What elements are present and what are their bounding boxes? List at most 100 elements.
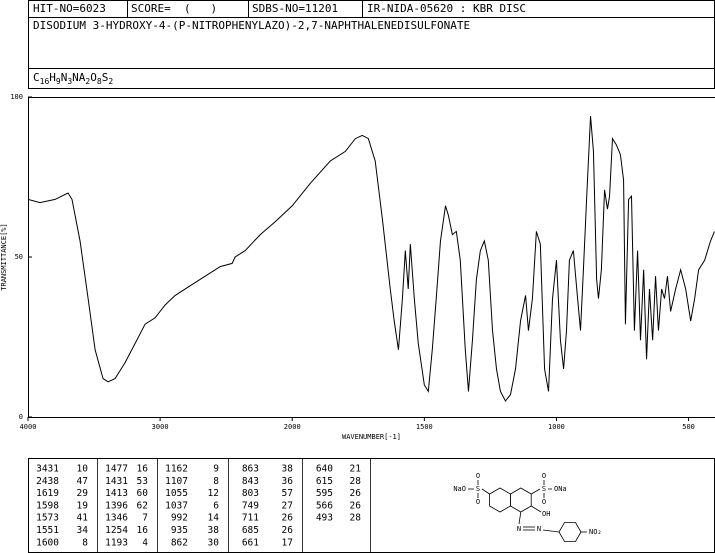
ring	[489, 487, 511, 513]
structure: NaO S O O S O O ONa OH N N NO₂	[453, 472, 602, 542]
formula-subscript: 9	[56, 77, 61, 86]
formula-element: N	[61, 71, 68, 84]
bond	[481, 488, 490, 495]
peak-wavenumber: 640	[316, 464, 333, 475]
y-axis-label: TRANSMITTANCE[%]	[0, 223, 8, 290]
atom-label: O	[476, 472, 480, 480]
peak-wavenumber: 595	[316, 488, 333, 499]
atom-label: NaO	[453, 485, 466, 493]
formula-element: O	[90, 71, 97, 84]
peak-transmittance: 62	[137, 500, 148, 511]
peak-wavenumber: 803	[242, 488, 259, 499]
hit-no: HIT-NO=6023	[33, 2, 106, 15]
peak-wavenumber: 1431	[105, 476, 128, 487]
atom-label: N	[517, 525, 521, 533]
peak-wavenumber: 1477	[105, 464, 128, 475]
peak-transmittance: 9	[213, 464, 219, 475]
peak-wavenumber: 711	[242, 513, 259, 524]
peak-transmittance: 16	[137, 464, 149, 475]
peak-wavenumber: 2438	[36, 476, 59, 487]
formula-subscript: 3	[67, 77, 72, 86]
peak-wavenumber: 749	[242, 500, 259, 511]
peak-wavenumber: 1413	[105, 488, 128, 499]
ir-info: IR-NIDA-05620 : KBR DISC	[367, 2, 526, 15]
peak-wavenumber: 1162	[165, 464, 188, 475]
bond	[530, 505, 542, 513]
x-tick-label: 2000	[284, 423, 301, 431]
peak-wavenumber: 935	[171, 525, 188, 536]
x-axis-label: WAVENUMBER[-1]	[342, 433, 401, 441]
peak-wavenumber: 615	[316, 476, 333, 487]
bond	[531, 488, 541, 495]
peak-wavenumber: 1598	[36, 500, 59, 511]
y-tick-label: 100	[10, 93, 23, 101]
peak-transmittance: 41	[77, 513, 89, 524]
x-tick-label: 3000	[152, 423, 169, 431]
atom-label: NO₂	[589, 528, 602, 536]
sdbs-no: SDBS-NO=11201	[252, 2, 338, 15]
peak-wavenumber: 1346	[105, 513, 128, 524]
x-tick-label: 500	[682, 423, 695, 431]
peak-transmittance: 47	[77, 476, 88, 487]
peak-wavenumber: 863	[242, 464, 259, 475]
y-tick-label: 0	[19, 413, 23, 421]
peak-wavenumber: 1254	[105, 525, 128, 536]
peak-wavenumber: 1055	[165, 488, 188, 499]
compound-name: DISODIUM 3-HYDROXY-4-(P-NITROPHENYLAZO)-…	[33, 19, 470, 32]
peak-transmittance: 10	[77, 464, 89, 475]
peak-wavenumber: 1600	[36, 537, 59, 548]
formula-element: NA	[72, 71, 86, 84]
bond	[542, 529, 560, 533]
bond	[518, 511, 522, 525]
ring	[558, 522, 582, 542]
peak-wavenumber: 1573	[36, 513, 59, 524]
peak-transmittance: 7	[142, 513, 148, 524]
peak-transmittance: 29	[77, 488, 89, 499]
atom-label: O	[476, 498, 480, 506]
header: HIT-NO=6023 SCORE= ( ) SDBS-NO=11201 IR-…	[28, 0, 715, 89]
peak-transmittance: 6	[213, 500, 219, 511]
peak-transmittance: 26	[282, 513, 294, 524]
peak-wavenumber: 493	[316, 513, 333, 524]
peak-wavenumber: 1619	[36, 488, 59, 499]
peak-transmittance: 4	[142, 537, 148, 548]
atom-label: ONa	[554, 485, 567, 493]
peak-transmittance: 8	[82, 537, 88, 548]
x-tick-label: 1500	[416, 423, 433, 431]
peak-transmittance: 26	[350, 488, 362, 499]
formula-subscript: 2	[85, 77, 90, 86]
peak-transmittance: 36	[282, 476, 294, 487]
peak-transmittance: 21	[350, 464, 362, 475]
formula: C16H9N3NA2O8S2	[33, 71, 113, 86]
peak-transmittance: 19	[77, 500, 89, 511]
peak-wavenumber: 843	[242, 476, 259, 487]
peak-transmittance: 38	[282, 464, 294, 475]
formula-subscript: 8	[97, 77, 102, 86]
peak-wavenumber: 862	[171, 537, 188, 548]
formula-element: S	[102, 71, 109, 84]
peak-wavenumber: 1551	[36, 525, 59, 536]
peak-wavenumber: 685	[242, 525, 259, 536]
formula-box	[28, 68, 715, 89]
atom-label: S	[476, 485, 480, 493]
atom-label: N	[537, 525, 541, 533]
ring	[509, 487, 532, 513]
formula-subscript: 16	[40, 77, 50, 86]
peak-transmittance: 27	[282, 500, 293, 511]
formula-subscript: 2	[108, 77, 113, 86]
peak-transmittance: 30	[208, 537, 220, 548]
score: SCORE= ( )	[131, 2, 217, 15]
peak-transmittance: 60	[137, 488, 149, 499]
x-tick-label: 4000	[20, 423, 37, 431]
peak-wavenumber: 1037	[165, 500, 188, 511]
atom-label: O	[542, 472, 546, 480]
peak-transmittance: 34	[77, 525, 89, 536]
peak-transmittance: 26	[350, 500, 362, 511]
peak-wavenumber: 992	[171, 513, 188, 524]
atom-label: OH	[542, 510, 550, 518]
peak-transmittance: 53	[137, 476, 148, 487]
peak-wavenumber: 1193	[105, 537, 128, 548]
atom-label: O	[542, 498, 546, 506]
